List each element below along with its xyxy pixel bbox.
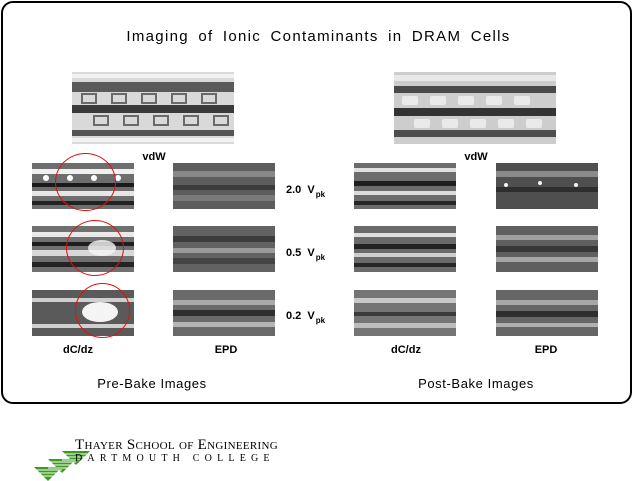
epd-image-05v bbox=[173, 226, 275, 272]
vdw-image-post-bake bbox=[394, 72, 556, 144]
voltage-label-2v: 2.0 Vpk bbox=[286, 184, 325, 196]
dcdz-label-post-bake: dC/dz bbox=[382, 344, 430, 356]
post-dcdz-image-05v bbox=[354, 226, 456, 272]
post-dcdz-image-02v bbox=[354, 290, 456, 336]
voltage-label-02v: 0.2 Vpk bbox=[286, 310, 325, 322]
vdw-label-pre-bake: vdW bbox=[136, 151, 172, 163]
contaminant-circle-02v bbox=[75, 283, 130, 338]
slide-title: Imaging of Ionic Contaminants in DRAM Ce… bbox=[0, 28, 637, 45]
epd-image-02v bbox=[173, 290, 275, 336]
voltage-label-05v: 0.5 Vpk bbox=[286, 247, 325, 259]
vdw-image-pre-bake bbox=[72, 72, 234, 144]
epd-label-pre-bake: EPD bbox=[202, 344, 250, 356]
college-name: DARTMOUTH COLLEGE bbox=[75, 453, 275, 464]
post-dcdz-image-2v bbox=[354, 163, 456, 209]
vdw-label-post-bake: vdW bbox=[458, 151, 494, 163]
contaminant-circle-05v bbox=[66, 220, 124, 276]
pre-bake-caption: Pre-Bake Images bbox=[72, 376, 232, 391]
post-bake-caption: Post-Bake Images bbox=[395, 376, 557, 391]
epd-label-post-bake: EPD bbox=[522, 344, 570, 356]
post-epd-image-2v bbox=[496, 163, 598, 209]
contaminant-circle-2v bbox=[55, 153, 116, 211]
school-name: Thayer School of Engineering bbox=[75, 437, 278, 454]
post-epd-image-05v bbox=[496, 226, 598, 272]
epd-image-2v bbox=[173, 163, 275, 209]
post-epd-image-02v bbox=[496, 290, 598, 336]
dcdz-label-pre-bake: dC/dz bbox=[54, 344, 102, 356]
